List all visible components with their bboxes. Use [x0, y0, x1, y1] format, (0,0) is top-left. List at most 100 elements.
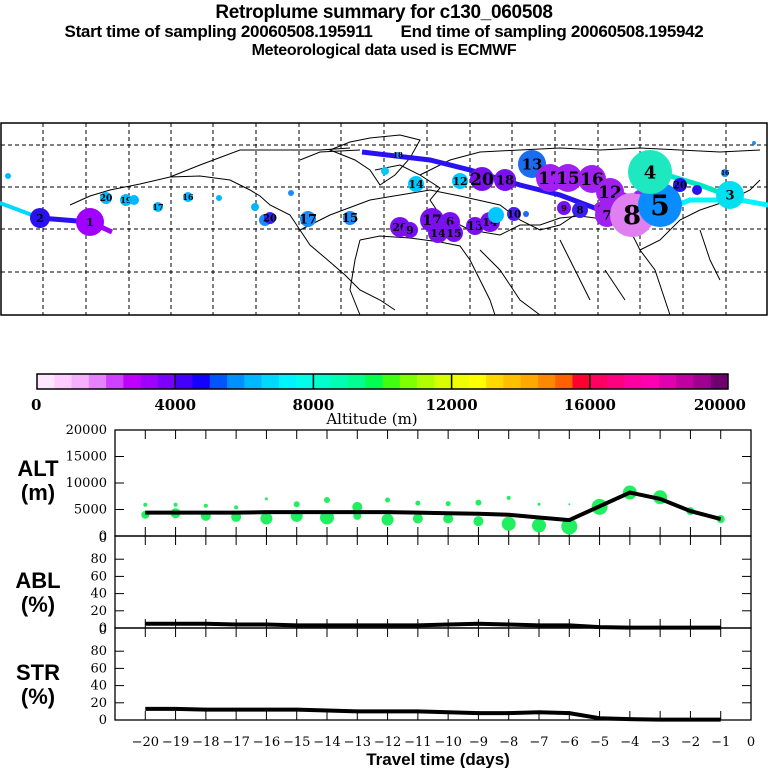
cluster-circle	[628, 150, 672, 194]
cluster-point	[293, 501, 300, 508]
panel-alt: 0 5000 10000 15000 20000 ALT(m)	[17, 423, 752, 544]
cluster-day-label: 14	[408, 178, 424, 191]
cluster-marker: 18	[494, 169, 516, 191]
cluster-day-label: 12	[452, 175, 467, 188]
cluster-marker	[129, 195, 139, 205]
cluster-circle	[30, 208, 50, 228]
cluster-marker: 20	[100, 192, 112, 204]
colorbar-cell	[399, 374, 418, 389]
cluster-day-label: 19	[120, 195, 132, 205]
colorbar-tick-label: 16000	[564, 396, 616, 414]
cluster-day-label: 18	[496, 174, 514, 189]
cluster-marker: 13	[466, 217, 484, 235]
cluster-point	[260, 512, 273, 525]
cluster-marker	[692, 185, 702, 195]
cluster-circle	[264, 212, 276, 224]
x-tick-label: −17	[222, 735, 249, 750]
cluster-day-label: 18	[393, 150, 403, 159]
cluster-circle	[300, 211, 316, 227]
cluster-day-label: 13	[467, 219, 484, 233]
cluster-point	[501, 516, 516, 531]
altitude-colorbar: 0 4000 8000 12000 16000 20000 Altitude (m)	[31, 373, 746, 428]
cluster-circle	[488, 207, 504, 223]
cluster-marker	[5, 173, 11, 179]
coastlines	[69, 134, 761, 316]
x-tick-label: 0	[747, 735, 755, 750]
cluster-point	[352, 501, 363, 512]
y-tick-label: 20	[90, 696, 107, 711]
cluster-marker	[381, 167, 389, 175]
panel-frame	[114, 429, 752, 537]
x-tick-label: −13	[344, 735, 371, 750]
panel-frame	[114, 627, 752, 721]
cluster-marker: 20	[673, 178, 687, 192]
y-tick-label: 10000	[66, 476, 107, 491]
colorbar-cell	[278, 374, 297, 389]
cluster-markers: 2120191716201715181412201813171516129879…	[5, 141, 756, 243]
cluster-point	[381, 513, 394, 526]
cluster-marker: 17	[152, 202, 164, 212]
chart-title: Retroplume summary for c130_060508	[215, 2, 553, 23]
colorbar-cell	[313, 374, 332, 389]
cluster-point	[445, 501, 451, 507]
cluster-marker: 5	[638, 183, 682, 227]
cluster-circle	[5, 173, 11, 179]
colorbar-cell	[123, 374, 142, 389]
cluster-marker	[488, 207, 504, 223]
colorbar-tick-label: 12000	[426, 396, 478, 414]
y-tick-label: 20	[90, 604, 107, 619]
x-tick-label: −18	[192, 735, 219, 750]
colorbar-cell	[37, 374, 55, 389]
cluster-point	[561, 518, 578, 535]
cluster-circle	[428, 223, 448, 243]
y-axis-unit: (%)	[21, 684, 55, 709]
cluster-point	[143, 502, 148, 507]
panel-str: 0 20 40 60 80 0 STR(%)	[16, 623, 752, 728]
cluster-marker: 20	[470, 167, 494, 191]
cluster-circle	[251, 203, 259, 211]
coastline-north-america	[69, 147, 576, 311]
colorbar-cell	[486, 374, 504, 389]
colorbar-cell	[296, 374, 314, 389]
y-axis-label: ALT	[17, 456, 59, 481]
cluster-day-label: 20	[263, 214, 277, 225]
sampling-times: Start time of sampling 20060508.195911 En…	[0, 22, 768, 42]
series-line-alt	[145, 490, 722, 523]
y-axis-label: ABL	[15, 568, 60, 593]
colorbar-cell	[710, 374, 729, 389]
colorbar-cell	[503, 374, 522, 389]
colorbar-cell	[365, 374, 383, 389]
cluster-day-label: 17	[299, 213, 317, 228]
cluster-marker: 15	[445, 224, 463, 242]
cluster-day-label: 8	[623, 201, 641, 231]
cluster-circle	[692, 185, 702, 195]
cluster-day-label: 3	[725, 189, 734, 204]
colorbar-tick-label: 0	[31, 396, 41, 414]
cluster-circle	[470, 167, 494, 191]
cluster-day-label: 20	[673, 181, 687, 192]
cluster-marker: 4	[628, 150, 672, 194]
cluster-circle	[381, 167, 389, 175]
colorbar-cell	[417, 374, 435, 389]
start-time-label: Start time of sampling 20060508.195911	[64, 22, 373, 41]
cluster-circle	[395, 152, 401, 158]
cluster-point	[415, 500, 421, 506]
coastline-africa	[349, 235, 496, 316]
y-tick-label: 20000	[66, 423, 107, 438]
cluster-circle	[554, 164, 582, 192]
end-time-label: End time of sampling 20060508.195942	[400, 22, 704, 41]
x-tick-label: −3	[651, 735, 670, 750]
cluster-marker: 14	[408, 176, 424, 192]
cluster-day-label: 4	[644, 162, 657, 183]
x-tick-label: −8	[499, 735, 518, 750]
y-tick-label: 0	[99, 621, 107, 636]
cluster-day-label: 7	[602, 209, 611, 224]
colorbar-tick-label: 4000	[154, 396, 196, 414]
cluster-point	[203, 503, 208, 508]
cluster-circle	[120, 194, 132, 206]
cluster-marker: 1	[76, 208, 104, 236]
cluster-day-label: 15	[342, 211, 359, 225]
colorbar-cell	[555, 374, 574, 389]
cluster-marker: 15	[554, 164, 582, 192]
cluster-circle	[507, 207, 521, 221]
